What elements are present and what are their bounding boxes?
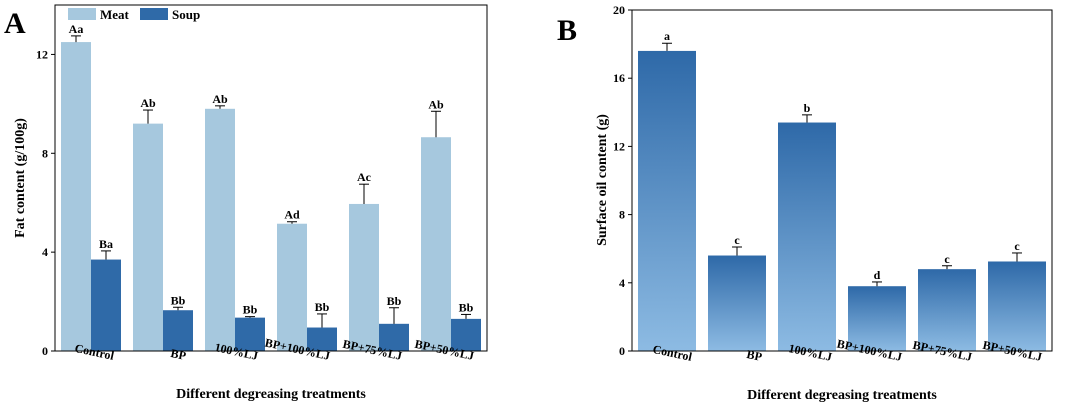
sig-label-b-100-lj: b bbox=[804, 101, 811, 115]
legend-label-soup: Soup bbox=[172, 7, 200, 22]
error-bar-soup-bp bbox=[173, 306, 183, 311]
error-bar-meat-control bbox=[71, 35, 81, 43]
y-ticks-b: 0 4 8 12 16 20 bbox=[613, 3, 632, 358]
y-axis-label-b: Surface oil content (g) bbox=[595, 114, 610, 246]
significance-labels-b: a c b d c c bbox=[664, 29, 1020, 282]
sig-label-b-bp-100-lj: d bbox=[874, 268, 881, 282]
sig-label-b-bp-75-lj: c bbox=[944, 252, 950, 266]
error-bars-a bbox=[71, 35, 471, 328]
bar-b-bp-75-lj bbox=[918, 269, 976, 351]
sig-label-meat-bp-75-lj: Ac bbox=[357, 170, 372, 184]
bar-meat-control bbox=[61, 42, 91, 351]
bar-b-100-lj bbox=[778, 122, 836, 351]
error-bar-soup-bp-75-lj bbox=[389, 307, 399, 324]
x-axis-label-b: Different degreasing treatments bbox=[747, 388, 937, 403]
error-bar-b-100-lj bbox=[802, 114, 812, 123]
bars-a bbox=[61, 42, 481, 351]
y-tick-label-a-0: 0 bbox=[42, 344, 48, 358]
sig-label-soup-control: Ba bbox=[99, 237, 113, 251]
y-tick-label-b-4: 4 bbox=[619, 276, 625, 290]
x-axis-label-a: Different degreasing treatments bbox=[176, 387, 366, 402]
bar-b-bp-100-lj bbox=[848, 286, 906, 351]
error-bar-meat-bp-100-lj bbox=[287, 221, 297, 224]
bar-b-control bbox=[638, 50, 696, 352]
panel-label-a: A bbox=[4, 7, 26, 40]
bar-soup-100-lj bbox=[235, 317, 265, 351]
bar-b-bp bbox=[708, 255, 766, 351]
sig-label-meat-bp-100-lj: Ad bbox=[284, 208, 300, 222]
sig-label-soup-bp-100-lj: Bb bbox=[315, 300, 330, 314]
significance-labels-a: Aa Ba Ab Bb Ab Bb Ad Bb Ac Bb Ab Bb bbox=[69, 22, 474, 317]
error-bar-soup-100-lj bbox=[245, 316, 255, 318]
y-tick-label-b-12: 12 bbox=[613, 139, 625, 153]
bar-meat-bp-75-lj bbox=[349, 203, 379, 351]
bar-soup-bp bbox=[163, 310, 193, 351]
y-tick-label-b-20: 20 bbox=[613, 3, 625, 17]
legend-label-meat: Meat bbox=[100, 7, 130, 22]
sig-label-soup-bp-50-lj: Bb bbox=[459, 300, 474, 314]
y-axis-label-a: Fat content (g/100g) bbox=[13, 118, 28, 238]
sig-label-b-control: a bbox=[664, 29, 670, 43]
error-bar-b-control bbox=[662, 42, 672, 51]
y-tick-label-a-4: 4 bbox=[42, 245, 48, 259]
bar-meat-100-lj bbox=[205, 108, 235, 351]
bar-soup-bp-100-lj bbox=[307, 327, 337, 351]
plot-frame-a bbox=[54, 4, 488, 352]
bar-soup-bp-75-lj bbox=[379, 323, 409, 351]
error-bar-meat-100-lj bbox=[215, 105, 225, 109]
error-bar-soup-bp-50-lj bbox=[461, 313, 471, 319]
bar-b-bp-50-lj bbox=[988, 261, 1046, 351]
legend-a: Meat Soup bbox=[68, 7, 200, 22]
plot-frame-b bbox=[631, 9, 1053, 352]
bars-b bbox=[638, 50, 1046, 352]
sig-label-b-bp-50-lj: c bbox=[1014, 239, 1020, 253]
error-bars-b bbox=[662, 42, 1022, 287]
error-bar-meat-bp-75-lj bbox=[359, 183, 369, 204]
error-bar-b-bp-75-lj bbox=[942, 265, 952, 270]
y-tick-label-b-8: 8 bbox=[619, 208, 625, 222]
sig-label-meat-bp-50-lj: Ab bbox=[428, 97, 444, 111]
y-ticks-a: 0 4 8 12 bbox=[36, 47, 55, 358]
bar-soup-bp-50-lj bbox=[451, 318, 481, 351]
y-tick-label-a-8: 8 bbox=[42, 146, 48, 160]
bar-soup-control bbox=[91, 259, 121, 351]
error-bar-meat-bp-50-lj bbox=[431, 110, 441, 138]
x-tick-label-a-bp: BP bbox=[169, 346, 187, 363]
error-bar-b-bp bbox=[732, 246, 742, 256]
bar-meat-bp-50-lj bbox=[421, 137, 451, 351]
x-tick-label-b-bp: BP bbox=[745, 347, 763, 364]
y-tick-label-b-0: 0 bbox=[619, 344, 625, 358]
sig-label-soup-bp: Bb bbox=[171, 293, 186, 307]
error-bar-soup-bp-100-lj bbox=[317, 313, 327, 328]
sig-label-soup-100-lj: Bb bbox=[243, 303, 258, 317]
legend-swatch-meat bbox=[68, 8, 96, 20]
sig-label-meat-100-lj: Ab bbox=[212, 92, 228, 106]
sig-label-meat-bp: Ab bbox=[140, 96, 156, 110]
sig-label-soup-bp-75-lj: Bb bbox=[387, 294, 402, 308]
panel-label-b: B bbox=[557, 14, 577, 47]
y-tick-label-a-12: 12 bbox=[36, 47, 48, 61]
sig-label-b-bp: c bbox=[734, 233, 740, 247]
error-bar-b-bp-100-lj bbox=[872, 281, 882, 287]
sig-label-meat-control: Aa bbox=[69, 22, 84, 36]
legend-swatch-soup bbox=[140, 8, 168, 20]
y-tick-label-b-16: 16 bbox=[613, 71, 625, 85]
error-bar-meat-bp bbox=[143, 109, 153, 124]
bar-meat-bp-100-lj bbox=[277, 223, 307, 351]
bar-meat-bp bbox=[133, 123, 163, 351]
error-bar-soup-control bbox=[101, 250, 111, 260]
error-bar-b-bp-50-lj bbox=[1012, 252, 1022, 262]
